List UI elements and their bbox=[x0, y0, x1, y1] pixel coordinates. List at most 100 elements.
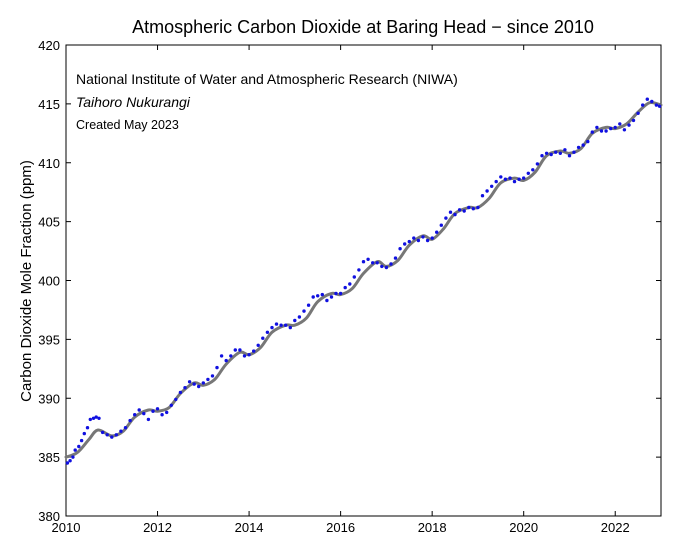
data-point-37 bbox=[215, 365, 219, 370]
data-point-91 bbox=[462, 209, 466, 213]
data-point-71 bbox=[371, 261, 375, 265]
data-point-113 bbox=[563, 148, 567, 152]
data-point-129 bbox=[636, 111, 640, 116]
data-point-64 bbox=[338, 291, 343, 296]
data-point-88 bbox=[448, 210, 453, 214]
data-point-103 bbox=[517, 177, 521, 181]
data-point-33 bbox=[197, 384, 201, 389]
data-point-45 bbox=[252, 349, 256, 353]
data-point-43 bbox=[242, 354, 247, 358]
data-point-11 bbox=[97, 416, 101, 420]
data-point-84 bbox=[430, 236, 434, 240]
data-point-102 bbox=[512, 179, 517, 184]
data-point-20 bbox=[137, 408, 141, 412]
data-point-79 bbox=[407, 239, 411, 244]
data-point-78 bbox=[403, 242, 407, 246]
data-point-97 bbox=[490, 184, 494, 188]
data-point-55 bbox=[297, 315, 302, 319]
data-point-67 bbox=[352, 275, 356, 279]
data-point-118 bbox=[586, 139, 590, 144]
measurement-points bbox=[65, 97, 662, 465]
data-point-49 bbox=[270, 325, 274, 330]
y-tick-label-4: 400 bbox=[38, 274, 60, 289]
data-point-35 bbox=[206, 377, 210, 382]
data-point-115 bbox=[572, 150, 576, 154]
data-point-65 bbox=[343, 285, 347, 290]
data-point-124 bbox=[613, 125, 617, 130]
annotation-institute: National Institute of Water and Atmosphe… bbox=[76, 71, 458, 87]
data-point-90 bbox=[457, 208, 462, 212]
data-point-77 bbox=[398, 247, 402, 251]
data-point-46 bbox=[256, 343, 260, 347]
data-point-107 bbox=[535, 162, 540, 166]
data-point-61 bbox=[325, 298, 329, 303]
data-point-9 bbox=[91, 416, 96, 420]
data-point-2 bbox=[71, 455, 75, 459]
data-point-108 bbox=[540, 154, 544, 158]
data-point-89 bbox=[453, 212, 457, 217]
data-point-44 bbox=[247, 353, 251, 357]
data-point-22 bbox=[146, 417, 151, 422]
data-point-6 bbox=[82, 431, 87, 436]
trend-line bbox=[64, 100, 663, 459]
x-tick-label-6: 2022 bbox=[601, 520, 630, 535]
data-point-122 bbox=[604, 129, 608, 133]
chart-title: Atmospheric Carbon Dioxide at Baring Hea… bbox=[132, 17, 594, 37]
data-point-14 bbox=[110, 435, 114, 439]
data-point-126 bbox=[622, 128, 627, 132]
data-point-19 bbox=[133, 413, 137, 417]
data-point-13 bbox=[105, 433, 109, 437]
data-point-31 bbox=[187, 380, 192, 384]
data-point-10 bbox=[94, 415, 98, 419]
data-point-120 bbox=[595, 125, 599, 130]
y-tick-label-0: 380 bbox=[38, 509, 60, 524]
data-point-83 bbox=[425, 238, 430, 243]
data-point-95 bbox=[480, 194, 485, 198]
data-point-23 bbox=[151, 409, 155, 413]
data-point-28 bbox=[174, 397, 178, 402]
data-point-4 bbox=[77, 444, 81, 449]
data-point-52 bbox=[284, 323, 288, 327]
data-point-53 bbox=[288, 325, 292, 330]
y-tick-label-8: 420 bbox=[38, 38, 60, 53]
data-point-15 bbox=[114, 433, 119, 437]
data-point-12 bbox=[100, 430, 105, 435]
data-point-134 bbox=[657, 104, 662, 108]
data-point-127 bbox=[627, 123, 631, 127]
data-point-93 bbox=[471, 207, 475, 211]
data-point-60 bbox=[320, 292, 324, 297]
data-point-66 bbox=[348, 282, 352, 286]
data-point-128 bbox=[631, 118, 636, 123]
data-point-132 bbox=[650, 99, 654, 104]
data-point-16 bbox=[119, 429, 123, 433]
x-axis-tick-labels: 2010 2012 2014 2016 2018 2020 2022 bbox=[52, 520, 630, 535]
y-axis-tick-labels: 380 385 390 395 400 405 410 415 420 bbox=[38, 38, 60, 524]
data-point-105 bbox=[526, 171, 530, 175]
data-point-5 bbox=[79, 438, 84, 443]
x-tick-label-2: 2014 bbox=[235, 520, 264, 535]
y-axis-label: Carbon Dioxide Mole Fraction (ppm) bbox=[18, 160, 35, 402]
data-point-34 bbox=[201, 381, 205, 385]
data-point-87 bbox=[444, 216, 448, 220]
data-point-38 bbox=[219, 354, 224, 358]
data-point-123 bbox=[609, 126, 613, 131]
data-point-7 bbox=[85, 426, 90, 430]
axis-ticks bbox=[65, 44, 661, 517]
data-point-48 bbox=[265, 330, 270, 334]
data-point-131 bbox=[645, 97, 649, 101]
data-point-111 bbox=[554, 150, 558, 154]
data-point-57 bbox=[306, 303, 311, 307]
data-point-114 bbox=[567, 154, 572, 158]
x-tick-label-3: 2016 bbox=[326, 520, 355, 535]
data-point-92 bbox=[467, 205, 471, 210]
data-point-3 bbox=[73, 448, 77, 452]
data-point-0 bbox=[65, 461, 70, 465]
data-point-74 bbox=[384, 265, 389, 270]
data-point-41 bbox=[233, 348, 237, 352]
data-point-104 bbox=[522, 176, 526, 180]
data-point-68 bbox=[357, 268, 361, 272]
data-point-75 bbox=[389, 262, 393, 266]
data-point-86 bbox=[439, 223, 443, 227]
data-point-110 bbox=[549, 152, 553, 157]
